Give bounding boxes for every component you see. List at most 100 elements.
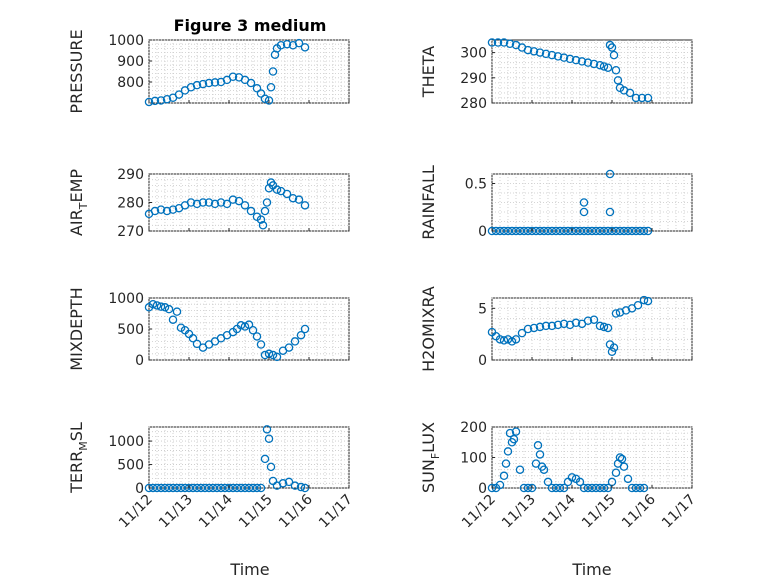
y-tick-label: 900: [117, 54, 144, 70]
data-point: [551, 226, 561, 236]
data-point: [575, 226, 585, 236]
data-point: [539, 465, 549, 474]
data-point: [611, 65, 621, 75]
data-point: [300, 324, 310, 334]
data-point: [527, 483, 537, 493]
subplot-3: 270 280 290 AIRTEMP: [67, 167, 350, 240]
data-point: [228, 72, 238, 82]
data-point: [252, 483, 262, 493]
y-tick-label: 200: [460, 420, 487, 436]
subplot-4: 0 0.5 RAINFALL: [419, 165, 693, 240]
data-point: [150, 206, 160, 216]
data-point: [172, 483, 182, 493]
data-point: [162, 206, 172, 216]
data-point: [284, 477, 294, 487]
data-point: [559, 319, 569, 329]
data-point: [499, 336, 509, 345]
data-point: [509, 434, 519, 444]
x-tick-label: 11/16: [276, 491, 316, 531]
data-point: [599, 483, 609, 493]
data-point: [555, 226, 565, 236]
data-point: [256, 340, 266, 349]
data-point: [575, 477, 585, 487]
data-point: [603, 323, 613, 333]
data-point: [284, 343, 294, 352]
data-point: [643, 93, 653, 103]
data-point: [567, 226, 577, 236]
x-tick-label: 11/12: [116, 492, 156, 532]
data-point: [595, 60, 605, 70]
data-point: [184, 483, 194, 493]
data-point: [186, 198, 196, 207]
data-point: [637, 93, 647, 103]
data-point: [639, 226, 649, 236]
data-point: [527, 226, 537, 236]
data-point: [589, 59, 599, 69]
data-point: [517, 328, 527, 338]
y-tick-label: 270: [117, 224, 144, 240]
data-point: [493, 38, 503, 47]
data-point: [262, 198, 272, 207]
data-point: [246, 206, 256, 216]
data-point: [599, 226, 609, 236]
data-point: [631, 93, 641, 103]
data-point: [164, 304, 174, 314]
x-tick-label: 11/14: [196, 491, 236, 531]
data-point: [256, 215, 266, 224]
data-point: [553, 320, 563, 330]
data-point: [503, 447, 513, 456]
y-axis-label: SUNFLUX: [419, 422, 442, 493]
data-point: [276, 41, 286, 50]
data-point: [294, 195, 304, 204]
x-tick-label: 11/13: [499, 492, 539, 532]
data-point: [507, 226, 517, 236]
data-point: [244, 320, 254, 329]
data-point: [611, 309, 621, 318]
y-tick-label: 1000: [108, 291, 144, 307]
data-point: [507, 337, 517, 346]
data-point: [300, 43, 310, 52]
data-point: [495, 226, 505, 236]
data-point: [591, 483, 601, 493]
data-point: [148, 299, 158, 309]
data-point: [505, 39, 515, 49]
data-point: [579, 207, 589, 217]
data-point: [609, 343, 619, 352]
data-point: [579, 198, 589, 207]
y-tick-label: 0: [478, 224, 487, 240]
data-point: [172, 307, 182, 316]
data-point: [252, 84, 262, 93]
data-point: [160, 483, 170, 493]
data-point: [272, 352, 282, 362]
y-tick-label: 290: [117, 167, 144, 183]
data-point: [515, 226, 525, 236]
y-tick-label: 300: [460, 46, 487, 62]
data-point: [208, 483, 218, 493]
y-tick-label: 0: [135, 353, 144, 369]
data-point: [515, 465, 525, 474]
data-point: [495, 335, 505, 344]
data-point: [268, 67, 278, 76]
data-point: [260, 454, 270, 464]
chart-title: Figure 3 medium: [174, 16, 327, 35]
data-point: [204, 483, 214, 493]
data-point: [272, 185, 282, 194]
data-point: [300, 201, 310, 210]
y-axis-label: PRESSURE: [67, 29, 86, 113]
subplot-6: 0 5 H2OMIXRA: [419, 286, 693, 372]
data-point: [150, 96, 160, 106]
data-point: [591, 226, 601, 236]
x-tick-label: 11/17: [316, 492, 356, 532]
data-point: [547, 50, 557, 60]
subplot-1: 800 900 1000 PRESSURE: [67, 29, 350, 114]
y-tick-label: 0: [478, 481, 487, 497]
subplot-7: 0 500 1000 11/12 11/13 11/14 11/15 11/16 11/17 TE…: [67, 422, 356, 531]
data-point: [198, 198, 208, 207]
data-point: [617, 454, 627, 464]
y-tick-label: 0: [478, 353, 487, 369]
data-point: [533, 441, 543, 450]
data-point: [565, 54, 575, 64]
data-point: [228, 195, 238, 204]
data-point: [643, 296, 653, 306]
data-point: [547, 483, 557, 493]
